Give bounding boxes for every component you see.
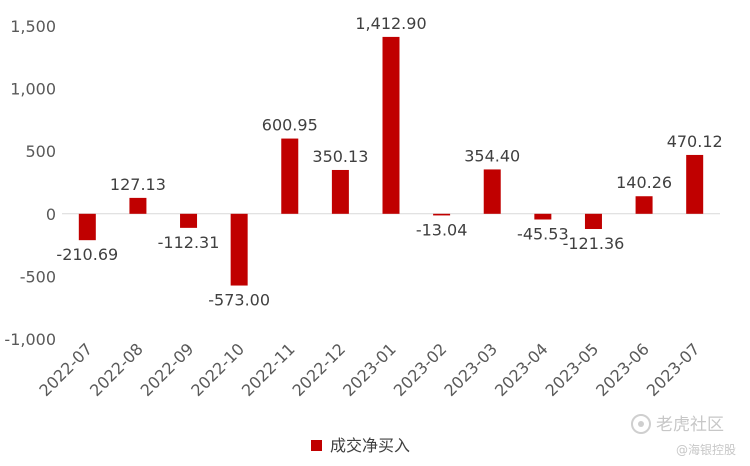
watermark: 老虎社区 @海银控股 [631, 414, 736, 457]
data-label: 1,412.90 [355, 14, 426, 33]
data-label: -573.00 [208, 291, 270, 310]
y-axis: 1,500 1,000 500 0 -500 -1,000 [4, 17, 56, 349]
x-tick-label: 2022-10 [187, 339, 248, 400]
data-label: -121.36 [563, 234, 625, 253]
data-label: 140.26 [616, 173, 672, 192]
x-tick-label: 2023-02 [390, 339, 451, 400]
bar [382, 36, 400, 214]
bar [635, 196, 653, 214]
bar [78, 213, 96, 241]
data-label: 600.95 [262, 116, 318, 135]
y-tick-label: -1,000 [4, 330, 56, 349]
bars [78, 36, 704, 286]
bar [180, 213, 198, 228]
x-tick-label: 2022-12 [289, 339, 350, 400]
y-tick-label: 1,000 [10, 80, 56, 99]
bar [230, 213, 248, 286]
x-tick-label: 2022-09 [137, 339, 198, 400]
data-label: 350.13 [312, 147, 368, 166]
watermark-logo-icon [631, 414, 651, 434]
x-tick-label: 2022-08 [86, 339, 147, 400]
x-tick-label: 2022-11 [238, 339, 299, 400]
watermark-main-text: 老虎社区 [656, 415, 724, 435]
y-tick-label: 0 [46, 205, 56, 224]
bar [686, 154, 704, 214]
data-labels: -210.69 127.13 -112.31 -573.00 600.95 350.13 1… [56, 14, 722, 310]
bar [584, 213, 602, 229]
x-tick-label: 2023-04 [491, 339, 552, 400]
legend: 成交净买入 [311, 436, 410, 455]
data-label: -210.69 [56, 245, 118, 264]
bar [433, 213, 451, 216]
legend-label: 成交净买入 [330, 436, 410, 455]
data-label: 127.13 [110, 175, 166, 194]
watermark-sub-text: @海银控股 [676, 442, 736, 457]
data-label: 470.12 [667, 132, 723, 151]
x-tick-label: 2023-07 [643, 339, 704, 400]
y-tick-label: -500 [20, 267, 56, 286]
x-tick-label: 2023-06 [592, 339, 653, 400]
x-tick-label: 2023-05 [542, 339, 603, 400]
bar [331, 169, 349, 214]
bar [534, 213, 552, 220]
data-label: -13.04 [416, 220, 468, 239]
bar [129, 197, 147, 214]
y-tick-label: 1,500 [10, 17, 56, 36]
data-label: -112.31 [158, 233, 220, 252]
bar [483, 169, 501, 214]
bar [281, 138, 299, 214]
x-tick-label: 2023-03 [440, 339, 501, 400]
x-axis: 2022-072022-082022-092022-102022-112022-… [35, 339, 703, 400]
x-tick-label: 2023-01 [339, 339, 400, 400]
data-label: -45.53 [517, 225, 569, 244]
y-tick-label: 500 [25, 142, 56, 161]
data-label: 354.40 [464, 146, 520, 165]
legend-swatch [311, 440, 322, 451]
